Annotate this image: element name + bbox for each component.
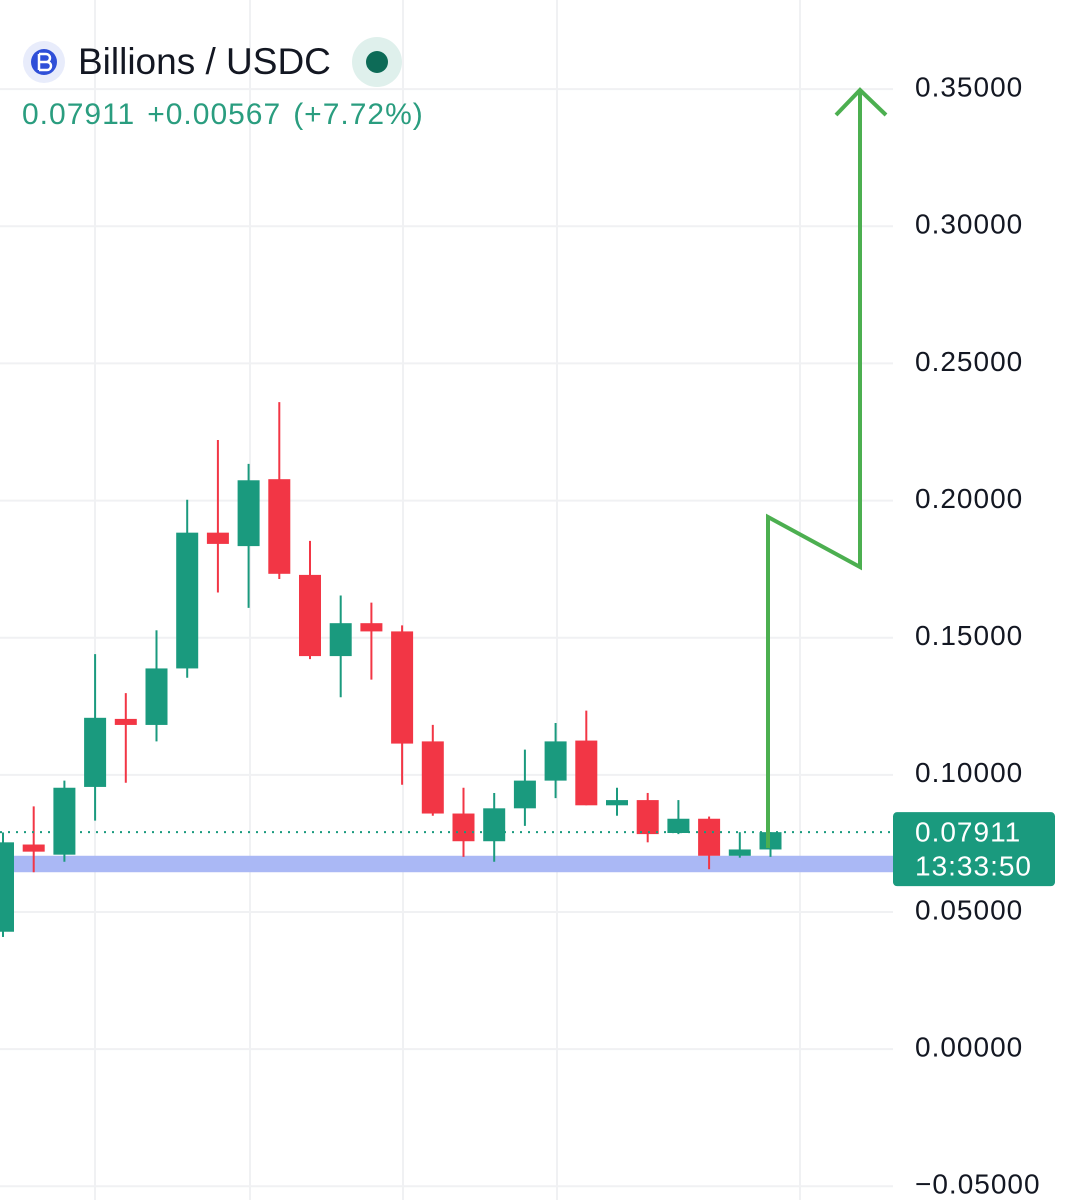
- price-tag: [893, 812, 1055, 887]
- plot: [0, 402, 893, 937]
- candle-body: [84, 717, 107, 787]
- candle-body: [237, 480, 260, 547]
- status-dot: [351, 37, 402, 87]
- grid: [0, 0, 893, 1200]
- candle-body: [176, 532, 199, 669]
- candle-body: [759, 832, 782, 850]
- y-tick-label: 0.20000: [915, 483, 1023, 514]
- y-tick-label: 0.10000: [915, 757, 1023, 788]
- candle-body: [544, 741, 567, 781]
- candle-body: [606, 800, 628, 806]
- candle-body: [452, 813, 475, 842]
- coin-logo: [23, 41, 65, 83]
- candle-body: [299, 574, 321, 657]
- header: Billions / USDC 0.07911 +0.00567 (+7.72%): [22, 34, 436, 132]
- y-tick-label: 0.00000: [915, 1032, 1023, 1063]
- candle-body: [0, 842, 14, 932]
- y-tick-label: 0.35000: [915, 72, 1023, 103]
- candle-body: [728, 849, 751, 856]
- candle-body: [513, 780, 536, 809]
- projection-arrow: [766, 87, 888, 848]
- y-tick-label: −0.05000: [915, 1169, 1041, 1200]
- y-tick-label: 0.30000: [915, 209, 1023, 240]
- chart-title: Billions / USDC: [78, 41, 331, 82]
- candle-body: [391, 631, 414, 744]
- y-tick-label: 0.25000: [915, 346, 1023, 377]
- candle-body: [575, 740, 598, 806]
- y-axis: −0.05000 0.00000 0.05000 0.10000 0.15000 0.20…: [893, 72, 1055, 1200]
- candle-body: [360, 623, 383, 632]
- candle-body: [268, 479, 291, 574]
- candle-body: [22, 844, 45, 852]
- candle-body: [667, 818, 690, 834]
- change: +0.00567: [147, 98, 282, 131]
- support-band: [0, 855, 893, 873]
- price-row: 0.07911 +0.00567 (+7.72%): [22, 98, 436, 132]
- candle-body: [114, 718, 137, 725]
- change-pct: (+7.72%): [293, 98, 424, 131]
- candle-body: [698, 818, 721, 856]
- title-row: Billions / USDC: [22, 34, 436, 90]
- y-tick-label: 0.05000: [915, 894, 1023, 925]
- price-tag-countdown: 13:33:50: [915, 851, 1032, 882]
- candle-body: [145, 668, 168, 725]
- candle-body: [53, 787, 76, 855]
- candle-body: [636, 800, 659, 835]
- candle-body: [421, 741, 444, 814]
- candle-body: [483, 808, 506, 842]
- price-tag-value: 0.07911: [915, 817, 1021, 848]
- last-price: 0.07911: [22, 98, 136, 131]
- candle-body: [329, 623, 352, 657]
- candle-body: [206, 532, 229, 544]
- y-tick-label: 0.15000: [915, 620, 1023, 651]
